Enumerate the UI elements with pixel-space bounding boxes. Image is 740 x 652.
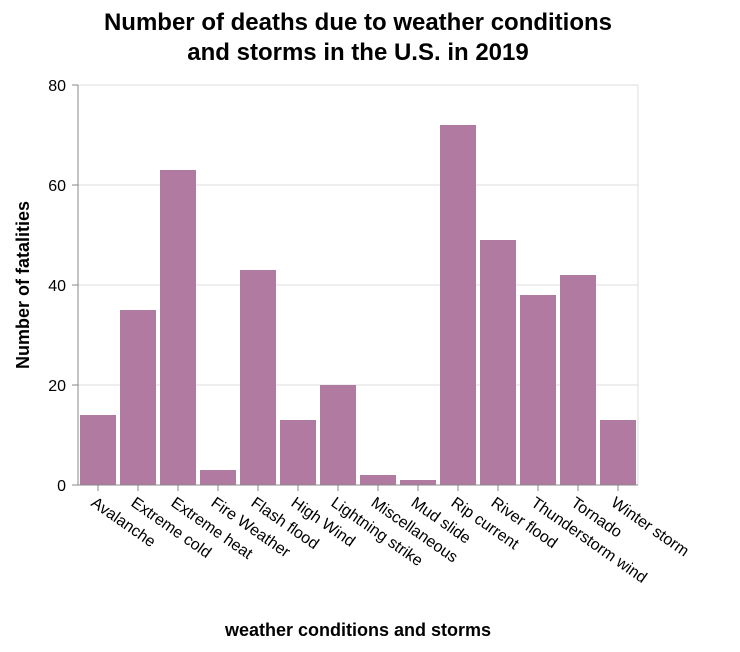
bar [320,385,356,485]
y-tick-label: 40 [48,278,66,295]
bar [80,415,116,485]
chart-title-line-1: Number of deaths due to weather conditio… [104,9,612,36]
bar [200,470,236,485]
bar [240,270,276,485]
y-axis-title: Number of fatalities [13,201,33,369]
bars [80,125,636,485]
y-tick-label: 0 [57,478,66,495]
y-tick-label: 20 [48,378,66,395]
bar [440,125,476,485]
y-tick-label: 60 [48,178,66,195]
chart-title-line-2: and storms in the U.S. in 2019 [187,39,528,66]
bar [120,310,156,485]
bar [280,420,316,485]
x-axis-title: weather conditions and storms [224,620,491,640]
bar [160,170,196,485]
bar [560,275,596,485]
y-tick-label: 80 [48,78,66,95]
axes [72,84,638,491]
bar [520,295,556,485]
y-tick-labels: 0 20 40 60 80 [48,78,66,495]
bar [480,240,516,485]
bar [360,475,396,485]
bar [600,420,636,485]
bar [400,480,436,485]
